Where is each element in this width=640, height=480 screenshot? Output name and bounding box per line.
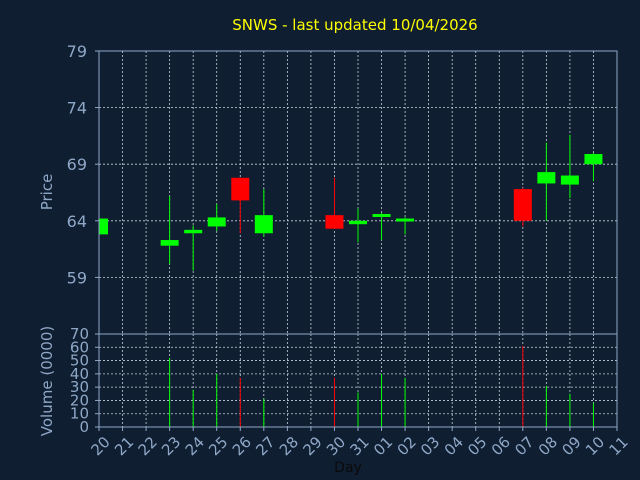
candle-body — [349, 220, 367, 225]
price-tick-label: 59 — [67, 268, 87, 287]
volume-tick-label: 60 — [70, 338, 89, 356]
x-axis-label: Day — [334, 460, 362, 476]
price-axis-label: Price — [38, 174, 56, 211]
candle-body — [184, 229, 203, 234]
price-tick-label: 64 — [67, 212, 87, 231]
candle-body — [396, 218, 415, 222]
price-tick-label: 74 — [67, 99, 87, 118]
candle-body — [207, 217, 226, 227]
volume-tick-label: 0 — [79, 418, 89, 436]
volume-tick-label: 50 — [70, 352, 89, 370]
candles — [98, 134, 603, 271]
volume-tick-label: 30 — [70, 378, 89, 396]
candle-body — [99, 218, 108, 235]
candle-body — [560, 175, 579, 185]
candle-body — [372, 214, 391, 218]
candle-body — [537, 172, 556, 184]
candle-body — [254, 215, 273, 234]
volume-tick-label: 20 — [70, 391, 89, 409]
candle-body — [325, 215, 344, 229]
candle-body — [584, 154, 603, 165]
chart-title: SNWS - last updated 10/04/2026 — [232, 16, 477, 34]
volume-tick-label: 70 — [70, 325, 89, 343]
price-tick-label: 69 — [67, 155, 87, 174]
candle-body — [513, 189, 532, 221]
candle-body — [231, 177, 250, 201]
price-tick-labels: 79 74 69 64 59 — [67, 42, 99, 287]
volume-tick-label: 10 — [70, 405, 89, 423]
volume-axis-label: Volume (0000) — [38, 326, 56, 436]
price-tick-label: 79 — [67, 42, 87, 61]
volume-tick-label: 40 — [70, 365, 89, 383]
candle-body — [160, 240, 179, 246]
volume-bars — [169, 345, 594, 427]
